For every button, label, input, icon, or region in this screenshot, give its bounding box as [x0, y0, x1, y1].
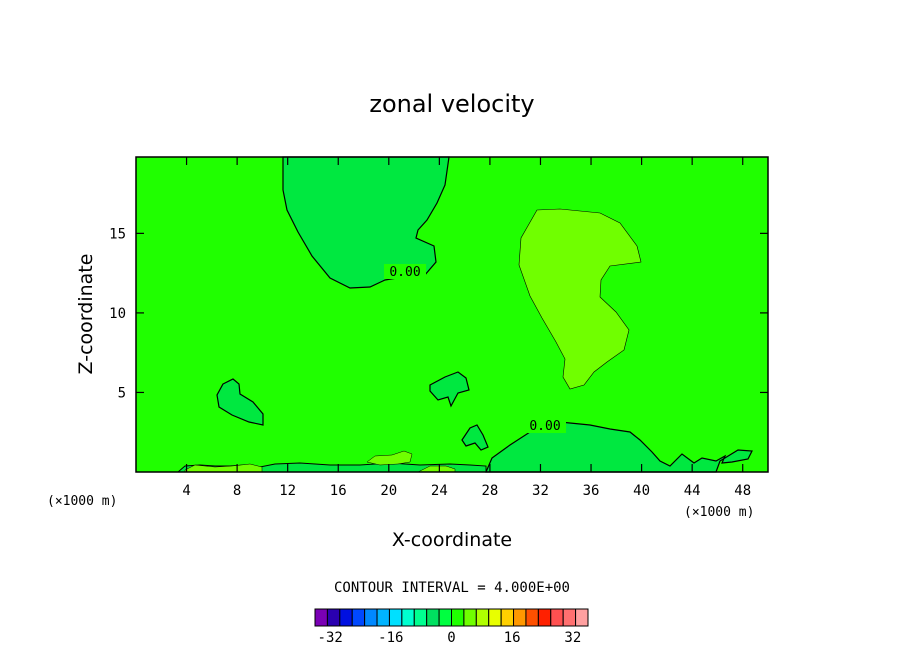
colorbar-swatch [550, 608, 564, 627]
x-tick-label: 24 [431, 483, 448, 499]
colorbar-swatch [326, 608, 341, 627]
x-tick-label: 16 [330, 483, 347, 499]
colorbar-tick-label: 32 [564, 630, 581, 646]
x-tick-label: 20 [380, 483, 397, 499]
colorbar-swatch [537, 608, 552, 627]
x-axis-unit-left: (×1000 m) [47, 494, 117, 509]
x-tick-label: 32 [532, 483, 549, 499]
colorbar-swatch [401, 608, 415, 627]
x-axis-unit-right: (×1000 m) [684, 505, 754, 520]
colorbar-swatch [413, 608, 428, 627]
chart-title: zonal velocity [369, 90, 534, 118]
negative-region-left [216, 378, 264, 426]
contour-label-box-2 [524, 418, 566, 433]
colorbar [314, 608, 589, 627]
x-axis-ticks: 4 8 12 16 20 24 28 32 36 40 44 48 [182, 157, 751, 499]
colorbar-swatch [513, 608, 527, 627]
x-tick-label: 28 [481, 483, 498, 499]
colorbar-swatch [314, 608, 328, 627]
colorbar-swatch [426, 608, 440, 627]
contour-label-box-1 [384, 264, 426, 279]
x-tick-label: 48 [734, 483, 751, 499]
x-tick-label: 36 [583, 483, 600, 499]
colorbar-tick-label: -16 [378, 630, 403, 646]
plot-frame [135, 156, 769, 473]
plot-area: 0.00 0.00 [135, 156, 769, 473]
plot-background [136, 157, 768, 472]
positive-region-right [518, 208, 642, 390]
colorbar-tick-label: 0 [447, 630, 455, 646]
colorbar-swatch [351, 608, 366, 627]
negative-region-small [461, 424, 489, 451]
negative-region-center [429, 371, 470, 408]
colorbar-swatch [575, 608, 589, 627]
contour-interval-text: CONTOUR INTERVAL = 4.000E+00 [334, 580, 570, 596]
contour-label-1: 0.00 [389, 265, 420, 280]
colorbar-swatch [500, 608, 515, 627]
colorbar-swatch [463, 608, 477, 627]
colorbar-swatch [339, 608, 353, 627]
x-tick-label: 12 [279, 483, 296, 499]
positive-region-surface-2 [366, 450, 413, 466]
y-axis-label: Z-coordinate [75, 254, 97, 375]
colorbar-swatch [562, 608, 577, 627]
colorbar-labels: -32 -16 0 16 32 [318, 630, 582, 646]
y-tick-label: 15 [109, 226, 126, 242]
colorbar-swatch [475, 608, 490, 627]
y-axis-ticks: 5 10 15 [109, 226, 768, 401]
x-tick-label: 40 [633, 483, 650, 499]
colorbar-swatch [438, 608, 453, 627]
colorbar-swatch [525, 608, 539, 627]
colorbar-swatch [488, 608, 502, 627]
y-tick-label: 5 [118, 385, 126, 401]
colorbar-swatch [364, 608, 378, 627]
colorbar-swatch [451, 608, 465, 627]
x-tick-label: 44 [684, 483, 701, 499]
colorbar-swatch [388, 608, 403, 627]
y-tick-label: 10 [109, 306, 126, 322]
x-tick-label: 8 [233, 483, 241, 499]
colorbar-tick-label: -32 [318, 630, 343, 646]
colorbar-swatch [376, 608, 390, 627]
contour-label-2: 0.00 [529, 419, 560, 434]
x-tick-label: 4 [182, 483, 190, 499]
x-axis-label: X-coordinate [392, 529, 512, 551]
colorbar-tick-label: 16 [504, 630, 521, 646]
